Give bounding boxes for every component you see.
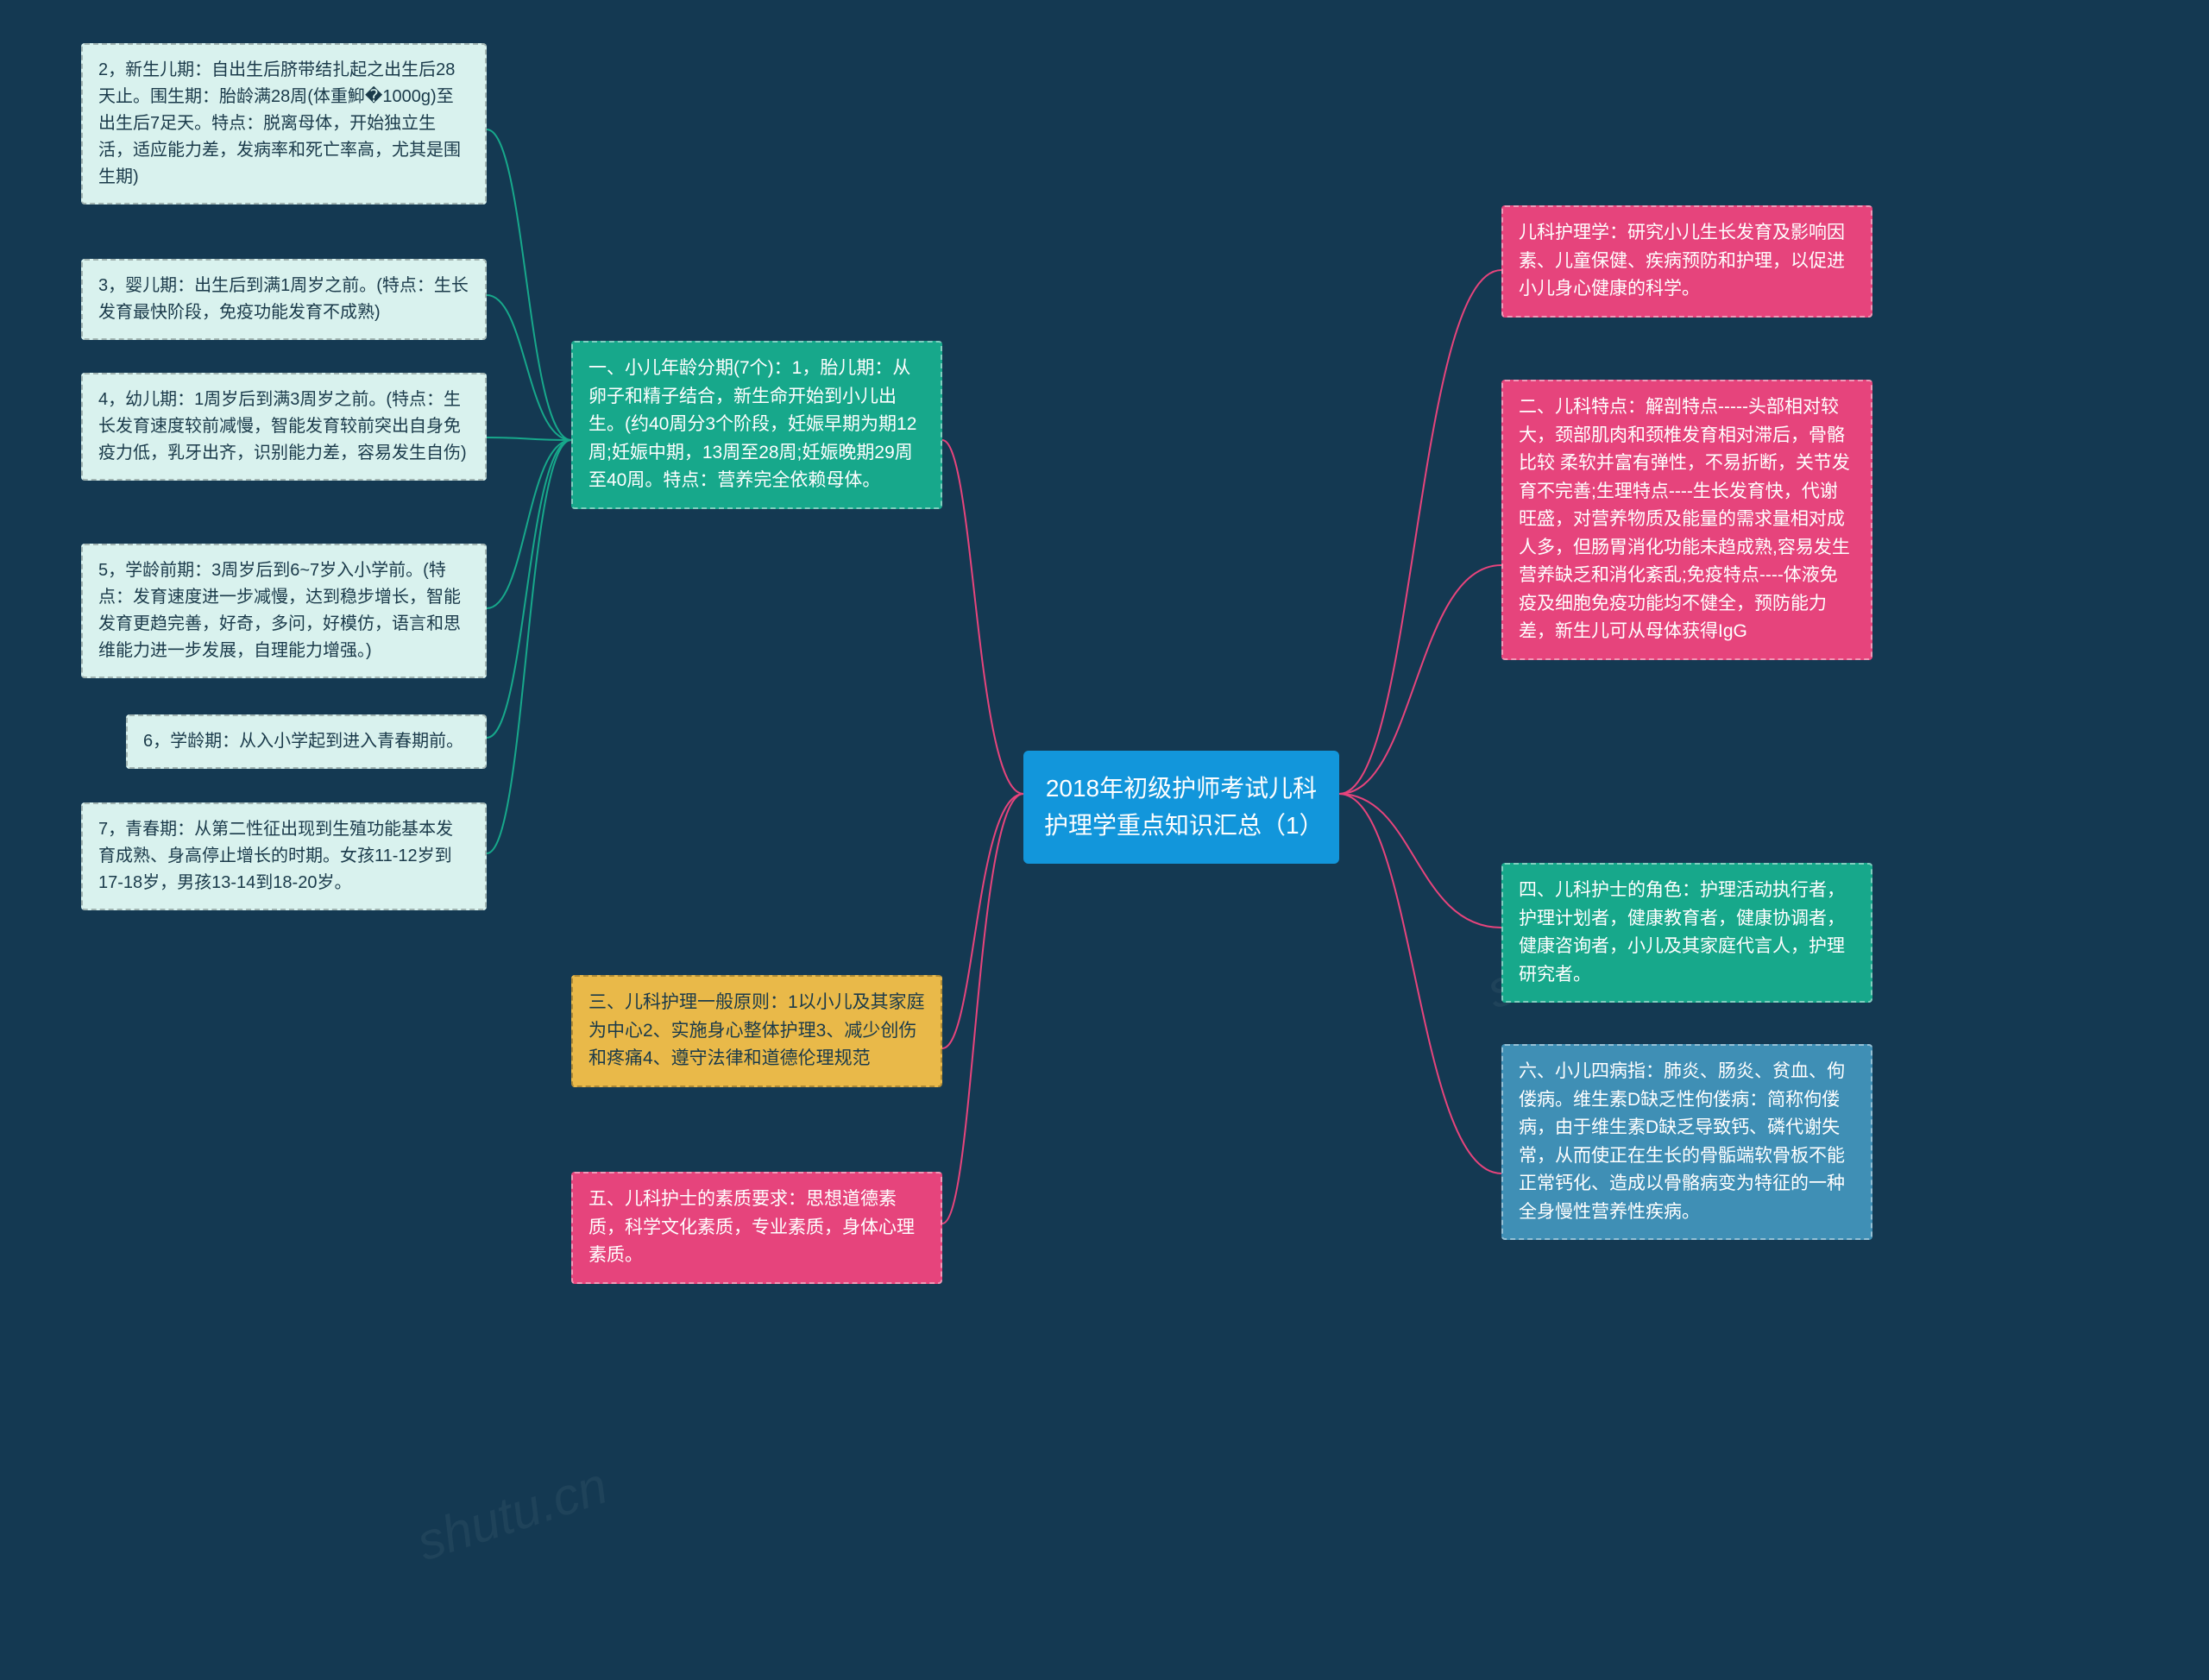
branch-nurse-role[interactable]: 四、儿科护士的角色：护理活动执行者，护理计划者，健康教育者，健康协调者，健康咨询… <box>1501 863 1872 1003</box>
child-adolescence-period[interactable]: 7，青春期：从第二性征出现到生殖功能基本发育成熟、身高停止增长的时期。女孩11-… <box>81 802 487 910</box>
child-school-age-period[interactable]: 6，学龄期：从入小学起到进入青春期前。 <box>126 714 487 769</box>
child-infant-period[interactable]: 3，婴儿期：出生后到满1周岁之前。(特点：生长发育最快阶段，免疫功能发育不成熟) <box>81 259 487 340</box>
branch-four-diseases[interactable]: 六、小儿四病指：肺炎、肠炎、贫血、佝偻病。维生素D缺乏性佝偻病：简称佝偻病，由于… <box>1501 1044 1872 1240</box>
child-neonatal-period[interactable]: 2，新生儿期：自出生后脐带结扎起之出生后28天止。围生期：胎龄满28周(体重鮣�… <box>81 43 487 204</box>
branch-nursing-principles[interactable]: 三、儿科护理一般原则：1以小儿及其家庭为中心2、实施身心整体护理3、减少创伤和疼… <box>571 975 942 1087</box>
branch-pediatric-nursing-def[interactable]: 儿科护理学：研究小儿生长发育及影响因素、儿童保健、疾病预防和护理，以促进小儿身心… <box>1501 205 1872 318</box>
branch-age-stages[interactable]: 一、小儿年龄分期(7个)：1，胎儿期：从卵子和精子结合，新生命开始到小儿出生。(… <box>571 341 942 509</box>
child-toddler-period[interactable]: 4，幼儿期：1周岁后到满3周岁之前。(特点：生长发育速度较前减慢，智能发育较前突… <box>81 373 487 481</box>
center-topic[interactable]: 2018年初级护师考试儿科护理学重点知识汇总（1） <box>1023 751 1339 864</box>
watermark: shutu.cn <box>410 1456 614 1573</box>
branch-pediatric-features[interactable]: 二、儿科特点：解剖特点-----头部相对较大，颈部肌肉和颈椎发育相对滞后，骨骼比… <box>1501 380 1872 660</box>
child-preschool-period[interactable]: 5，学龄前期：3周岁后到6~7岁入小学前。(特点：发育速度进一步减慢，达到稳步增… <box>81 544 487 678</box>
branch-nurse-quality[interactable]: 五、儿科护士的素质要求：思想道德素质，科学文化素质，专业素质，身体心理素质。 <box>571 1172 942 1284</box>
